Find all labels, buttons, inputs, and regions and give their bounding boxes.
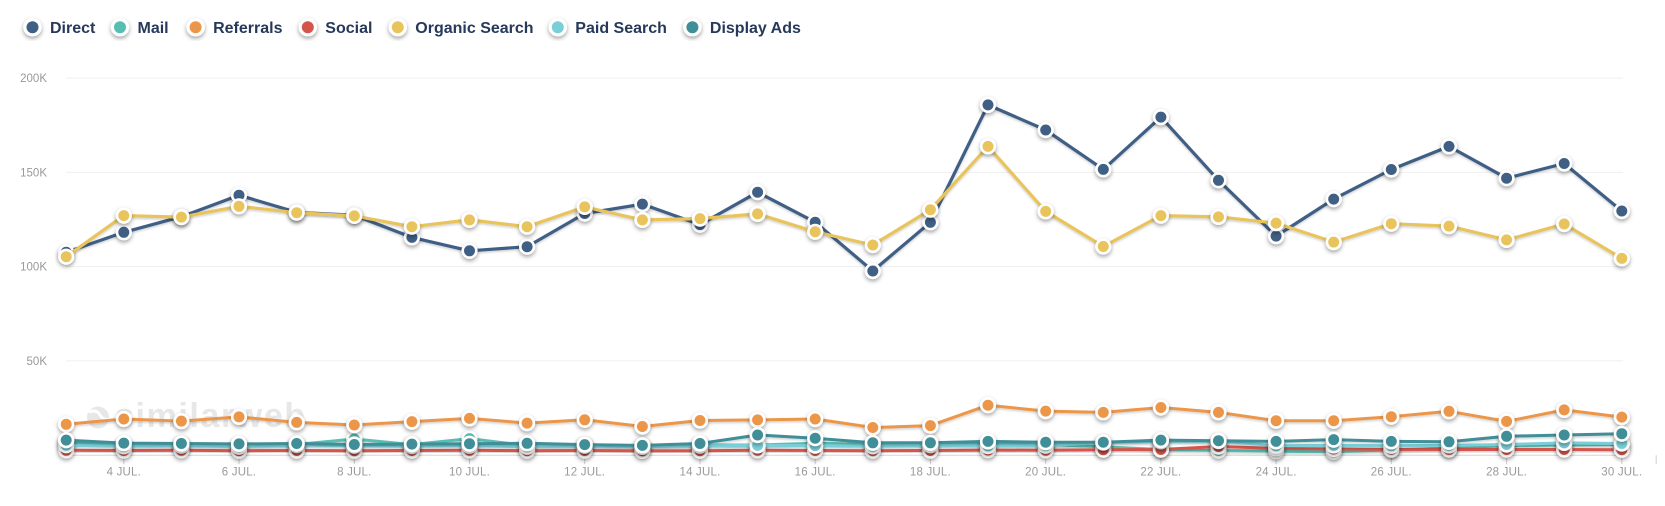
svg-text:18 JUL.: 18 JUL. bbox=[910, 467, 951, 479]
svg-text:30 JUL.: 30 JUL. bbox=[1601, 467, 1642, 479]
svg-text:22 JUL.: 22 JUL. bbox=[1140, 467, 1181, 479]
svg-text:10 JUL.: 10 JUL. bbox=[449, 467, 490, 479]
svg-text:200K: 200K bbox=[20, 73, 47, 85]
svg-text:26 JUL.: 26 JUL. bbox=[1371, 467, 1412, 479]
svg-text:20 JUL.: 20 JUL. bbox=[1025, 467, 1066, 479]
svg-text:14 JUL.: 14 JUL. bbox=[679, 467, 720, 479]
svg-text:100K: 100K bbox=[20, 262, 47, 274]
svg-text:50K: 50K bbox=[27, 356, 48, 368]
svg-text:similarweb: similarweb bbox=[115, 397, 307, 435]
svg-text:Display Ads: Display Ads bbox=[710, 20, 801, 37]
svg-text:6 JUL.: 6 JUL. bbox=[222, 467, 256, 479]
svg-text:Direct: Direct bbox=[50, 20, 96, 37]
svg-text:Social: Social bbox=[325, 20, 372, 37]
svg-text:Paid Search: Paid Search bbox=[575, 20, 667, 37]
svg-text:Mail: Mail bbox=[138, 20, 169, 37]
svg-text:Referrals: Referrals bbox=[213, 20, 282, 37]
svg-text:4 JUL.: 4 JUL. bbox=[107, 467, 141, 479]
svg-text:8 JUL.: 8 JUL. bbox=[337, 467, 371, 479]
svg-text:Organic Search: Organic Search bbox=[415, 20, 533, 37]
svg-text:28 JUL.: 28 JUL. bbox=[1486, 467, 1527, 479]
svg-text:24 JUL.: 24 JUL. bbox=[1256, 467, 1297, 479]
svg-text:16 JUL.: 16 JUL. bbox=[795, 467, 836, 479]
svg-text:150K: 150K bbox=[20, 167, 47, 179]
svg-text:12 JUL.: 12 JUL. bbox=[564, 467, 605, 479]
